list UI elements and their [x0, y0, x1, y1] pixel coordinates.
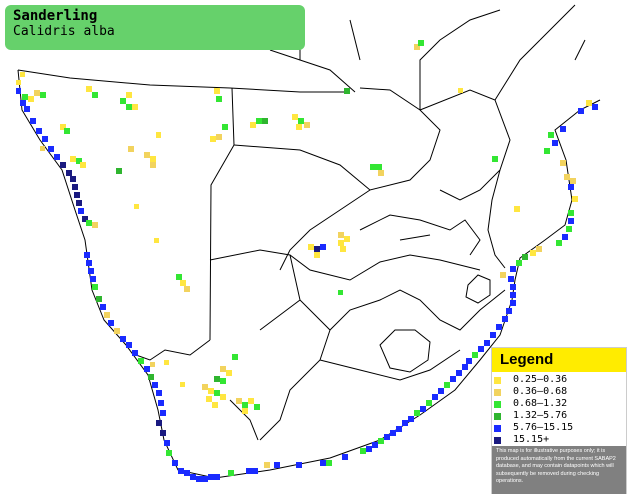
legend-swatch — [494, 400, 501, 408]
legend-label: 1.32–5.76 — [513, 410, 568, 421]
species-title-box: Sanderling Calidris alba — [5, 5, 305, 50]
common-name: Sanderling — [13, 8, 98, 24]
legend-heading: Legend — [492, 348, 626, 372]
legend-item: 5.76–15.15 — [494, 422, 626, 434]
scientific-name: Calidris alba — [13, 24, 115, 39]
lesotho-border — [379, 329, 431, 373]
atlas-records — [16, 40, 598, 482]
legend-swatch — [494, 424, 501, 432]
legend-label: 0.36–0.68 — [513, 386, 568, 397]
eswatini-border — [465, 274, 491, 304]
legend-swatch — [494, 388, 501, 396]
legend-item: 0.36–0.68 — [494, 386, 626, 398]
legend-item: 0.25–0.36 — [494, 374, 626, 386]
legend-label: 0.25–0.36 — [513, 374, 568, 385]
legend-swatch — [494, 436, 501, 444]
legend-panel: Legend 0.25–0.36 0.36–0.68 0.68–1.32 1.32–5… — [491, 347, 627, 494]
country-borders — [17, 4, 601, 479]
legend-label: 0.68–1.32 — [513, 398, 568, 409]
legend-item: 0.68–1.32 — [494, 398, 626, 410]
legend-disclaimer: This map is for illustrative purposes on… — [492, 446, 626, 494]
legend-swatch — [494, 412, 501, 420]
legend-item: 1.32–5.76 — [494, 410, 626, 422]
coastline — [17, 69, 601, 479]
legend-items: 0.25–0.36 0.36–0.68 0.68–1.32 1.32–5.76 5.76… — [492, 372, 626, 446]
legend-swatch — [494, 376, 501, 384]
legend-item: 15.15+ — [494, 434, 626, 446]
legend-label: 15.15+ — [513, 434, 550, 445]
legend-label: 5.76–15.15 — [513, 422, 574, 433]
